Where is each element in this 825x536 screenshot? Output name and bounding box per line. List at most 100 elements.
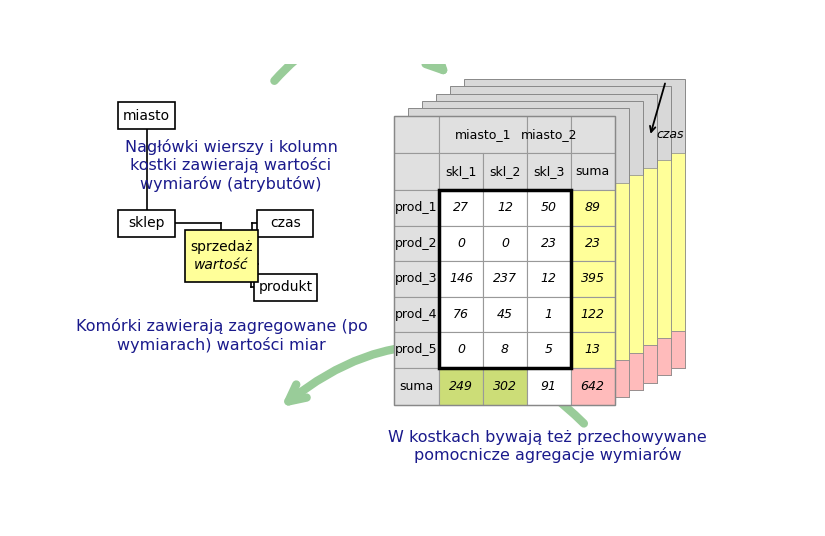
Bar (394, 190, 439, 226)
Bar (119, 102, 175, 129)
Bar (527, 297, 571, 332)
Text: prod_2: prod_2 (395, 237, 438, 250)
Bar (439, 153, 483, 190)
Text: W kostkach bywają też przechowywane
pomocnicze agregacje wymiarów: W kostkach bywają też przechowywane pomo… (388, 429, 707, 463)
Text: suma: suma (399, 379, 434, 393)
Polygon shape (408, 108, 629, 397)
Bar (254, 274, 317, 301)
Text: skl_3: skl_3 (533, 165, 564, 178)
Bar (527, 190, 571, 226)
Text: prod_4: prod_4 (395, 308, 438, 321)
Bar (394, 116, 439, 153)
Bar (613, 168, 657, 345)
Text: prod_3: prod_3 (395, 272, 438, 286)
FancyArrowPatch shape (275, 30, 443, 81)
Bar (571, 261, 615, 297)
FancyArrowPatch shape (650, 84, 665, 132)
Bar (394, 332, 439, 368)
Text: miasto_2: miasto_2 (521, 128, 577, 141)
Bar (439, 116, 527, 153)
Bar (394, 261, 439, 297)
Bar (119, 210, 175, 236)
Bar (439, 332, 483, 368)
Text: 146: 146 (449, 272, 473, 286)
Bar (394, 153, 439, 190)
Text: 23: 23 (541, 237, 557, 250)
Bar (483, 153, 527, 190)
Bar (641, 331, 685, 368)
Text: 302: 302 (493, 379, 517, 393)
Text: 89: 89 (585, 202, 601, 214)
Text: 642: 642 (581, 379, 605, 393)
Bar (571, 226, 615, 261)
Bar (571, 153, 615, 190)
Bar (527, 368, 571, 405)
Bar (394, 368, 439, 405)
Text: prod_5: prod_5 (395, 344, 438, 356)
Bar (599, 353, 643, 390)
Bar (439, 226, 483, 261)
Bar (585, 183, 629, 360)
Text: 23: 23 (585, 237, 601, 250)
Bar (439, 261, 483, 297)
Bar (439, 368, 483, 405)
Text: miasto: miasto (123, 109, 170, 123)
Bar (394, 226, 439, 261)
Polygon shape (436, 94, 657, 383)
Polygon shape (450, 86, 671, 375)
Bar (585, 360, 629, 397)
Polygon shape (422, 101, 643, 390)
Bar (483, 226, 527, 261)
Polygon shape (464, 79, 685, 368)
Bar (394, 116, 615, 405)
Bar (613, 345, 657, 383)
Text: sprzedaż: sprzedaż (190, 240, 252, 254)
Text: 249: 249 (449, 379, 473, 393)
Bar (527, 261, 571, 297)
Text: 8: 8 (501, 344, 509, 356)
Bar (527, 153, 571, 190)
Text: 12: 12 (541, 272, 557, 286)
Bar (627, 160, 671, 338)
Bar (527, 226, 571, 261)
Text: 45: 45 (497, 308, 513, 321)
Text: 0: 0 (457, 237, 465, 250)
Bar (439, 297, 483, 332)
Bar (527, 116, 571, 153)
Text: czas: czas (656, 128, 684, 141)
Bar (483, 190, 527, 226)
Text: sklep: sklep (129, 216, 165, 230)
Bar (439, 190, 571, 368)
Text: Nagłówki wierszy i kolumn
kostki zawierają wartości
wymiarów (atrybutów): Nagłówki wierszy i kolumn kostki zawiera… (125, 139, 337, 192)
Text: produkt: produkt (258, 280, 313, 294)
Text: wartość: wartość (194, 258, 248, 272)
Bar (527, 332, 571, 368)
Text: Komórki zawierają zagregowane (po
wymiarach) wartości miar: Komórki zawierają zagregowane (po wymiar… (76, 318, 367, 353)
Bar (571, 368, 615, 405)
Bar (439, 190, 483, 226)
Text: 50: 50 (541, 202, 557, 214)
Bar (571, 332, 615, 368)
Bar (394, 297, 439, 332)
Bar (571, 116, 615, 153)
Text: skl_2: skl_2 (489, 165, 521, 178)
Text: 395: 395 (581, 272, 605, 286)
Text: 91: 91 (541, 379, 557, 393)
Bar (627, 338, 671, 375)
Bar (257, 210, 314, 236)
Text: skl_1: skl_1 (446, 165, 477, 178)
Text: miasto_1: miasto_1 (455, 128, 512, 141)
Bar (483, 368, 527, 405)
Text: 0: 0 (457, 344, 465, 356)
Text: 12: 12 (497, 202, 513, 214)
Text: 122: 122 (581, 308, 605, 321)
Bar (483, 297, 527, 332)
Text: suma: suma (576, 165, 610, 178)
Text: 27: 27 (453, 202, 469, 214)
Bar (483, 332, 527, 368)
Bar (571, 190, 615, 226)
Bar (483, 261, 527, 297)
Text: czas: czas (270, 216, 301, 230)
Text: 13: 13 (585, 344, 601, 356)
FancyArrowPatch shape (289, 346, 584, 423)
